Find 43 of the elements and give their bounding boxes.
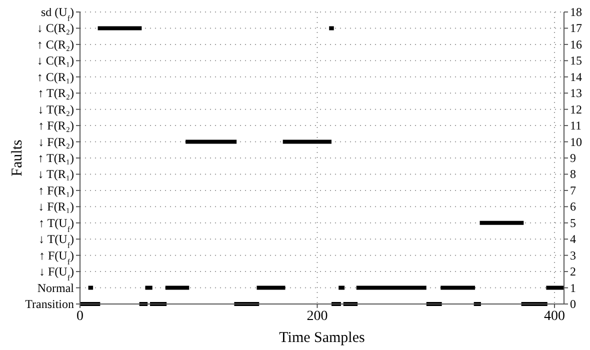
y-tick-label: 17 xyxy=(570,21,582,36)
category-label: ↓ C(R₁) xyxy=(36,54,74,68)
y-tick-label: 6 xyxy=(570,200,576,214)
category-label: ↓ T(R₁) xyxy=(38,167,74,182)
y-tick-label: 7 xyxy=(570,183,576,198)
category-label: ↑ T(R₂) xyxy=(38,86,74,100)
category-label: ↓ T(R₂) xyxy=(38,102,74,116)
category-label: Normal xyxy=(37,280,74,295)
y-tick-label: 4 xyxy=(570,232,576,246)
y-tick-label: 14 xyxy=(570,70,582,84)
y-tick-label: 10 xyxy=(570,134,582,149)
category-label: ↓ F(U$_{f}$) xyxy=(38,264,74,282)
y-tick-label: 5 xyxy=(570,216,576,230)
category-label: ↑ T(U$_{f}$) xyxy=(38,216,74,234)
y-tick-label: 8 xyxy=(570,167,576,182)
y-tick-label: 1 xyxy=(570,280,576,295)
category-label: ↑ T(R₁) xyxy=(38,151,74,165)
y-tick-label: 9 xyxy=(570,151,576,165)
y-tick-label: 3 xyxy=(570,248,576,262)
y-tick-label: 12 xyxy=(570,102,582,116)
category-label: sd (U$_{f}$) xyxy=(40,5,74,22)
y-tick-label: 11 xyxy=(570,118,582,133)
category-label: ↑ F(R₁) xyxy=(38,183,74,198)
y-axis-title: Faults xyxy=(9,140,26,176)
category-label: ↓ C(R₂) xyxy=(36,21,74,36)
category-label: ↑ C(R₁) xyxy=(36,70,74,84)
y-tick-label: 13 xyxy=(570,86,582,100)
x-axis-title: Time Samples xyxy=(279,330,366,346)
x-tick-label: 200 xyxy=(306,308,328,324)
y-tick-label: 2 xyxy=(570,264,576,279)
category-label: ↓ T(U$_{f}$) xyxy=(38,232,74,250)
x-tick-label: 400 xyxy=(544,308,566,324)
category-label: ↑ F(R₂) xyxy=(38,118,74,133)
y-tick-label: 18 xyxy=(570,5,582,19)
category-label: ↓ F(R₁) xyxy=(38,200,74,214)
category-label: ↑ C(R₂) xyxy=(36,37,74,52)
y-tick-label: 16 xyxy=(570,37,582,52)
y-tick-label: 0 xyxy=(570,297,576,311)
y-tick-label: 15 xyxy=(570,54,582,68)
category-label: ↓ F(R₂) xyxy=(38,134,74,149)
x-tick-label: 0 xyxy=(76,308,84,324)
category-label: ↑ F(U$_{f}$) xyxy=(38,248,74,266)
category-label: Transition xyxy=(25,297,74,311)
